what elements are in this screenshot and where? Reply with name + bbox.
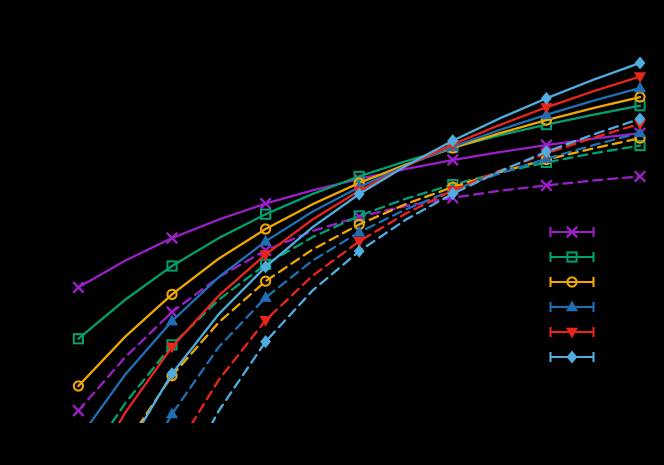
series-lightblue-solid [141, 56, 646, 423]
diamond-marker-icon [353, 244, 365, 258]
triangle-down-marker-icon [165, 342, 179, 354]
x-marker-icon [540, 179, 553, 192]
square-marker-icon [260, 208, 272, 220]
triangle-up-marker-icon [259, 291, 272, 302]
triangle-down-marker-icon [633, 72, 647, 84]
legend-entry-4[interactable] [549, 327, 595, 339]
diamond-marker-icon [566, 350, 578, 364]
square-marker-icon [566, 251, 578, 263]
square-marker-icon [634, 139, 646, 152]
triangle-up-marker-icon [565, 300, 579, 312]
x-marker-icon [72, 281, 85, 294]
circle-marker-icon [260, 275, 272, 287]
triangle-up-marker-icon [353, 225, 366, 237]
series-lightblue-dashed [210, 112, 646, 423]
diamond-marker-icon [634, 112, 646, 126]
circle-marker-icon [634, 91, 646, 103]
legend-entry-2[interactable] [549, 276, 595, 288]
x-marker-icon [566, 226, 578, 238]
diamond-marker-icon [166, 367, 178, 381]
x-marker-icon [166, 306, 178, 318]
triangle-up-marker-icon [165, 407, 179, 419]
series-layer [72, 56, 647, 423]
x-marker-icon [540, 139, 553, 151]
circle-marker-icon [72, 380, 85, 392]
x-marker-icon [259, 197, 272, 210]
triangle-down-marker-icon [353, 237, 366, 248]
legend-entries [549, 226, 595, 364]
diamond-marker-icon [260, 260, 271, 274]
diamond-marker-icon [541, 145, 552, 159]
triangle-up-marker-icon [165, 314, 179, 326]
diamond-marker-icon [260, 335, 271, 349]
x-marker-icon [72, 404, 85, 417]
x-marker-icon [634, 170, 646, 183]
triangle-down-marker-icon [259, 315, 272, 327]
legend-entry-0[interactable] [549, 226, 595, 238]
square-marker-icon [72, 333, 85, 345]
diamond-marker-icon [447, 134, 459, 148]
triangle-up-marker-icon [633, 126, 647, 138]
legend-entry-5[interactable] [549, 350, 595, 364]
circle-marker-icon [260, 223, 272, 235]
circle-marker-icon [166, 288, 178, 300]
diamond-marker-icon [541, 91, 552, 105]
triangle-down-marker-icon [565, 327, 579, 339]
triangle-up-marker-icon [259, 234, 272, 246]
circle-marker-icon [566, 276, 578, 288]
triangle-down-marker-icon [259, 250, 272, 262]
legend [549, 226, 595, 364]
diamond-marker-icon [634, 56, 646, 70]
legend-entry-1[interactable] [549, 251, 595, 263]
triangle-up-marker-icon [540, 108, 553, 120]
legend-entry-3[interactable] [549, 300, 595, 312]
diamond-marker-icon [447, 187, 459, 201]
x-marker-icon [447, 154, 459, 166]
x-marker-icon [166, 232, 178, 244]
diamond-marker-icon [353, 187, 365, 201]
triangle-up-marker-icon [633, 81, 647, 93]
square-marker-icon [166, 260, 178, 272]
